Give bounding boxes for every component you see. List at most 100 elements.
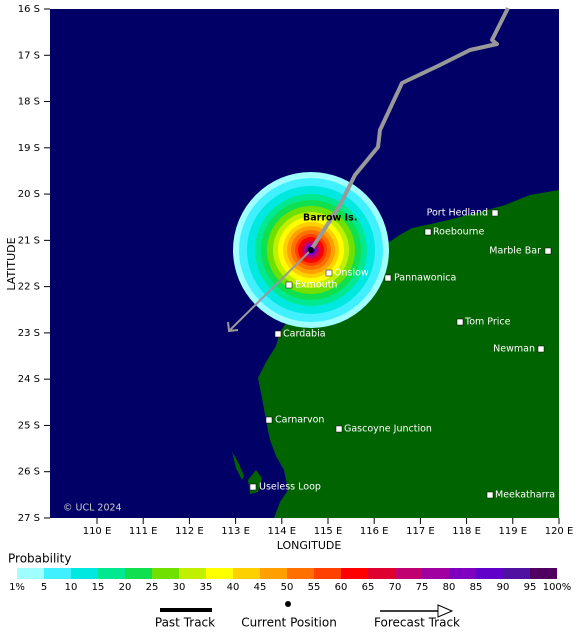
- colorbar-label: 30: [173, 582, 186, 593]
- colorbar-title: Probability: [8, 552, 71, 566]
- place-label: Meekatharra: [495, 490, 555, 501]
- colorbar-label: 25: [146, 582, 159, 593]
- colorbar-swatch: [503, 568, 530, 579]
- place-marker: [486, 491, 494, 499]
- lon-label: 119 E: [499, 526, 528, 537]
- colorbar-label: 10: [65, 582, 78, 593]
- colorbar-label: 60: [335, 582, 348, 593]
- forecast-arrowhead: [227, 321, 239, 333]
- lat-label: 21 S: [18, 235, 40, 246]
- place-label: Carnarvon: [275, 415, 324, 426]
- colorbar-label: 95: [524, 582, 537, 593]
- colorbar-label: 15: [92, 582, 105, 593]
- colorbar-label: 70: [389, 582, 402, 593]
- place-marker: [325, 269, 333, 277]
- colorbar-label: 80: [443, 582, 456, 593]
- colorbar-label: 45: [254, 582, 267, 593]
- colorbar-label: 100%: [543, 582, 572, 593]
- colorbar-swatch: [395, 568, 422, 579]
- lon-label: 113 E: [221, 526, 250, 537]
- lat-label: 17 S: [18, 50, 40, 61]
- lon-label: 120 E: [545, 526, 574, 537]
- place-label: Gascoyne Junction: [344, 424, 432, 435]
- place-label: Onslow: [334, 268, 369, 279]
- colorbar-label: 75: [416, 582, 429, 593]
- lon-label: 118 E: [452, 526, 481, 537]
- colorbar-swatch: [368, 568, 395, 579]
- colorbar-swatch: [179, 568, 206, 579]
- lat-label: 16 S: [18, 4, 40, 15]
- place-label: Cardabia: [283, 329, 326, 340]
- lat-label: 18 S: [18, 97, 40, 108]
- colorbar-swatch: [530, 568, 557, 579]
- place-label: Tom Price: [464, 317, 511, 328]
- lon-label: 111 E: [129, 526, 158, 537]
- past-track: [309, 7, 510, 252]
- colorbar-label: 1%: [9, 582, 25, 593]
- place-label: Useless Loop: [259, 482, 321, 493]
- lat-label: 23 S: [18, 328, 40, 339]
- forecast-track: [229, 249, 312, 331]
- x-axis-label: LONGITUDE: [277, 539, 342, 552]
- place-label: Roebourne: [433, 227, 484, 238]
- place-label: Newman: [493, 344, 535, 355]
- colorbar-swatch: [98, 568, 125, 579]
- colorbar-swatch: [233, 568, 260, 579]
- place-marker: [544, 247, 552, 255]
- place-label: Port Hedland: [427, 208, 488, 219]
- colorbar-swatch: [44, 568, 71, 579]
- current-position-symbol: [285, 601, 291, 607]
- lat-label: 19 S: [18, 143, 40, 154]
- colorbar-swatch: [422, 568, 449, 579]
- place-label: Barrow Is.: [303, 213, 357, 224]
- land: [232, 452, 244, 480]
- colorbar-label: 20: [119, 582, 132, 593]
- place-marker: [384, 274, 392, 282]
- place-marker: [537, 345, 545, 353]
- colorbar-swatch: [260, 568, 287, 579]
- colorbar-swatch: [71, 568, 98, 579]
- colorbar-label: 40: [227, 582, 240, 593]
- lon-label: 110 E: [83, 526, 112, 537]
- colorbar-swatch: [287, 568, 314, 579]
- legend-current: Current Position: [241, 616, 337, 630]
- place-marker: [335, 425, 343, 433]
- lat-label: 26 S: [18, 467, 40, 478]
- place-marker: [249, 483, 257, 491]
- copyright: © UCL 2024: [63, 503, 122, 514]
- colorbar-swatch: [125, 568, 152, 579]
- colorbar-swatch: [152, 568, 179, 579]
- colorbar-label: 50: [281, 582, 294, 593]
- lat-label: 25 S: [18, 420, 40, 431]
- lon-label: 116 E: [360, 526, 389, 537]
- colorbar-label: 85: [470, 582, 483, 593]
- y-axis-label: LATITUDE: [5, 237, 18, 290]
- lon-label: 114 E: [268, 526, 297, 537]
- lat-label: 22 S: [18, 282, 40, 293]
- colorbar-label: 90: [497, 582, 510, 593]
- colorbar-label: 35: [200, 582, 213, 593]
- land: [258, 190, 559, 518]
- place-label: Marble Bar: [489, 246, 541, 257]
- colorbar-swatch: [17, 568, 44, 579]
- colorbar-swatch: [449, 568, 476, 579]
- colorbar-swatch: [206, 568, 233, 579]
- colorbar-label: 55: [308, 582, 321, 593]
- lat-label: 27 S: [18, 513, 40, 524]
- colorbar-swatch: [341, 568, 368, 579]
- place-marker: [274, 330, 282, 338]
- lon-label: 117 E: [406, 526, 435, 537]
- legend-past: Past Track: [155, 616, 215, 630]
- lon-label: 115 E: [314, 526, 343, 537]
- lat-label: 24 S: [18, 374, 40, 385]
- place-marker: [491, 209, 499, 217]
- current-position: [308, 247, 314, 253]
- colorbar-label: 65: [362, 582, 375, 593]
- colorbar-label: 5: [41, 582, 47, 593]
- colorbar-swatch: [314, 568, 341, 579]
- legend-forecast: Forecast Track: [374, 616, 460, 630]
- lon-label: 112 E: [175, 526, 204, 537]
- place-label: Exmouth: [295, 280, 337, 291]
